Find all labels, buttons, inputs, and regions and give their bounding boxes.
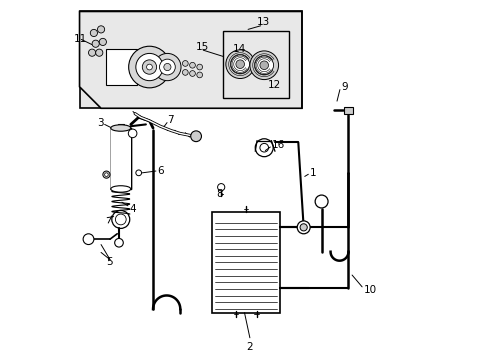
Bar bbox=[344, 107, 352, 114]
Text: 5: 5 bbox=[105, 257, 112, 267]
Circle shape bbox=[88, 49, 96, 56]
Circle shape bbox=[159, 59, 175, 75]
Text: 3: 3 bbox=[97, 118, 104, 128]
Circle shape bbox=[189, 71, 195, 76]
Text: 1: 1 bbox=[309, 168, 316, 178]
Circle shape bbox=[90, 30, 97, 37]
Text: 4: 4 bbox=[129, 204, 135, 215]
Text: 9: 9 bbox=[341, 82, 347, 93]
Text: 11: 11 bbox=[74, 35, 87, 44]
Circle shape bbox=[128, 46, 170, 88]
Text: 12: 12 bbox=[267, 80, 281, 90]
Text: 10: 10 bbox=[363, 285, 376, 296]
Text: 13: 13 bbox=[257, 17, 270, 27]
Circle shape bbox=[136, 53, 163, 81]
Ellipse shape bbox=[110, 125, 131, 131]
Circle shape bbox=[196, 72, 202, 78]
Circle shape bbox=[217, 184, 224, 191]
Circle shape bbox=[128, 129, 137, 138]
Circle shape bbox=[254, 56, 273, 75]
Circle shape bbox=[83, 234, 94, 244]
Circle shape bbox=[136, 170, 142, 176]
Circle shape bbox=[153, 53, 181, 81]
Text: 6: 6 bbox=[158, 166, 164, 176]
Text: 15: 15 bbox=[196, 42, 209, 52]
Circle shape bbox=[104, 173, 108, 176]
Circle shape bbox=[225, 50, 254, 78]
Text: 16: 16 bbox=[271, 140, 284, 150]
Circle shape bbox=[190, 131, 201, 141]
Circle shape bbox=[97, 26, 104, 33]
Bar bbox=[212, 212, 280, 313]
Circle shape bbox=[314, 195, 327, 208]
Bar bbox=[223, 31, 289, 98]
Text: 14: 14 bbox=[233, 44, 246, 54]
Text: 8: 8 bbox=[216, 189, 223, 199]
Circle shape bbox=[196, 64, 202, 70]
Circle shape bbox=[99, 39, 106, 45]
Circle shape bbox=[92, 40, 99, 47]
Circle shape bbox=[235, 60, 244, 68]
Circle shape bbox=[182, 60, 188, 66]
Circle shape bbox=[115, 238, 123, 247]
Circle shape bbox=[230, 55, 249, 73]
Ellipse shape bbox=[110, 186, 131, 192]
Circle shape bbox=[163, 63, 171, 71]
Bar bbox=[106, 49, 137, 85]
Circle shape bbox=[102, 171, 110, 178]
Circle shape bbox=[146, 64, 152, 70]
Text: 7: 7 bbox=[167, 115, 174, 125]
Circle shape bbox=[260, 61, 268, 69]
Circle shape bbox=[249, 51, 278, 80]
Bar bbox=[80, 12, 301, 108]
Circle shape bbox=[189, 62, 195, 68]
Circle shape bbox=[142, 60, 156, 74]
Circle shape bbox=[182, 69, 188, 75]
Circle shape bbox=[300, 224, 306, 231]
Circle shape bbox=[297, 221, 309, 234]
Polygon shape bbox=[80, 12, 301, 108]
Circle shape bbox=[96, 49, 102, 56]
Bar bbox=[110, 128, 131, 189]
Text: 2: 2 bbox=[246, 342, 253, 352]
